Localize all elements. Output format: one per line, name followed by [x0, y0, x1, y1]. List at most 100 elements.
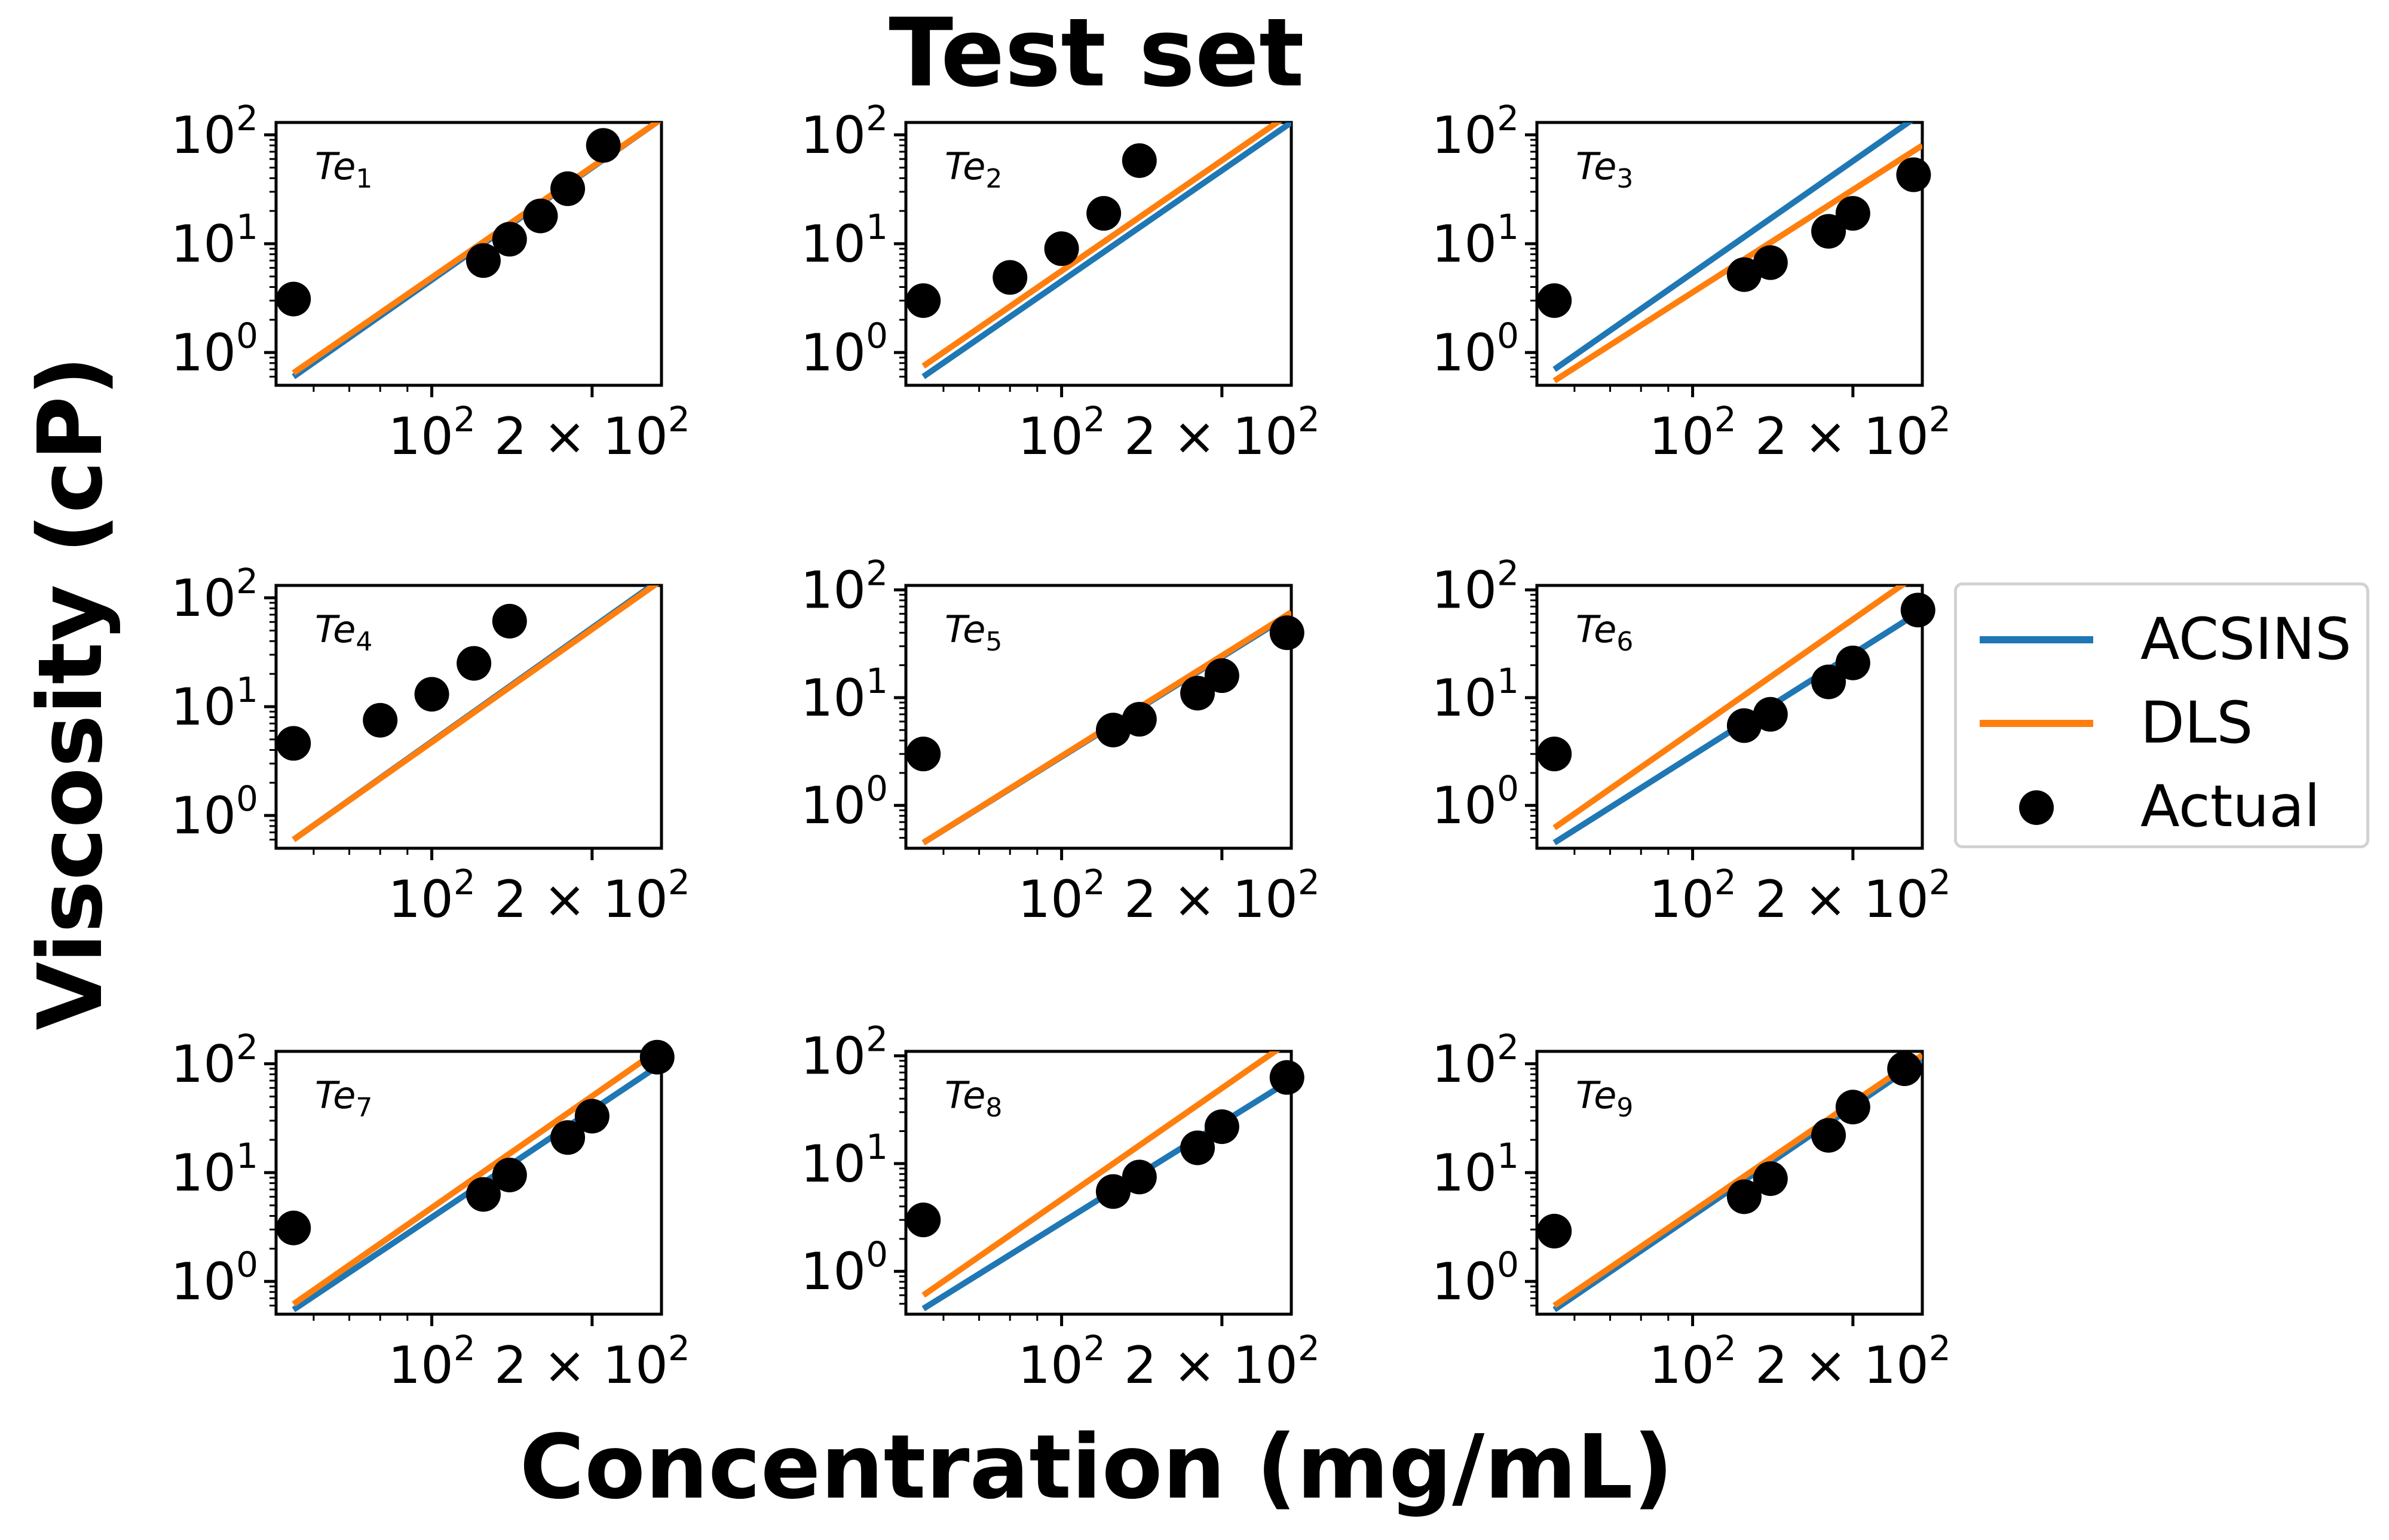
data-point-actual — [993, 260, 1028, 295]
y-tick-label: 101 — [801, 1127, 888, 1194]
x-tick-label: 2 × 102 — [494, 862, 690, 929]
data-point-actual — [276, 726, 311, 761]
x-tick-label: 102 — [1018, 399, 1105, 467]
data-point-actual — [457, 646, 492, 681]
x-tick-label: 102 — [1018, 1328, 1105, 1395]
data-point-actual — [1835, 1090, 1870, 1125]
legend: ACSINS DLS Actual — [1954, 582, 2369, 848]
data-point-actual — [1204, 1109, 1239, 1145]
data-point-actual — [1537, 283, 1572, 318]
y-tick-label: 102 — [801, 1019, 888, 1086]
data-point-actual — [1753, 1161, 1788, 1197]
y-axis-label: Viscosity (cP) — [19, 355, 122, 1030]
data-point-actual — [1269, 615, 1304, 651]
panel-label: Te7 — [315, 1073, 372, 1123]
x-tick-label: 102 — [1018, 862, 1105, 929]
data-point-actual — [1887, 1051, 1922, 1087]
x-tick-label: 2 × 102 — [494, 399, 690, 467]
data-point-actual — [1122, 143, 1157, 178]
data-point-actual — [906, 1202, 941, 1238]
x-tick-label: 102 — [1649, 862, 1736, 929]
x-tick-label: 102 — [1649, 399, 1736, 467]
y-tick-label: 102 — [801, 553, 888, 620]
x-tick-label: 2 × 102 — [1755, 862, 1951, 929]
series-line-dls — [921, 122, 1282, 369]
series-line-acsins — [921, 122, 1291, 379]
y-tick-label: 100 — [171, 315, 258, 383]
legend-swatch-acsins — [1980, 636, 2093, 643]
legend-label-dls: DLS — [2140, 689, 2253, 756]
data-point-actual — [1726, 1179, 1762, 1214]
data-point-actual — [465, 243, 501, 278]
legend-label-acsins: ACSINS — [2140, 606, 2352, 673]
data-point-actual — [1537, 737, 1572, 772]
y-tick-label: 101 — [1432, 1136, 1519, 1203]
x-tick-label: 2 × 102 — [1124, 1328, 1320, 1395]
data-point-actual — [1537, 1213, 1572, 1248]
y-tick-label: 100 — [801, 315, 888, 383]
y-tick-label: 101 — [801, 661, 888, 728]
x-tick-label: 102 — [388, 399, 475, 467]
panel-label: Te2 — [945, 145, 1002, 194]
x-tick-label: 102 — [388, 862, 475, 929]
y-tick-label: 100 — [171, 1244, 258, 1312]
data-point-actual — [574, 1099, 609, 1134]
x-tick-label: 2 × 102 — [1755, 1328, 1951, 1395]
data-point-actual — [906, 283, 941, 318]
data-point-actual — [1044, 231, 1079, 266]
subplot-te2: 100 101 102 102 2 × 102 Te2 — [801, 98, 1320, 467]
data-point-actual — [1095, 1174, 1131, 1209]
series-group — [292, 585, 660, 842]
data-point-actual — [550, 171, 586, 206]
figure-title: Test set — [889, 0, 1304, 108]
y-tick-label: 102 — [171, 1027, 258, 1094]
y-tick-label: 101 — [1432, 661, 1519, 728]
data-point-actual — [1269, 1060, 1304, 1095]
data-point-actual — [1835, 196, 1870, 231]
legend-swatch-actual — [2019, 790, 2054, 825]
y-tick-label: 100 — [1432, 1244, 1519, 1312]
y-tick-label: 100 — [801, 768, 888, 836]
data-point-actual — [1180, 1130, 1215, 1165]
series-line-dls — [1552, 585, 1907, 830]
y-tick-label: 102 — [171, 561, 258, 628]
data-point-actual — [1095, 713, 1131, 748]
legend-item-dls: DLS — [1957, 687, 2366, 759]
data-point-actual — [1122, 1159, 1157, 1195]
x-tick-label: 2 × 102 — [1124, 399, 1320, 467]
y-tick-label: 100 — [1432, 315, 1519, 383]
data-point-actual — [1122, 702, 1157, 737]
data-point-actual — [1811, 214, 1846, 249]
legend-item-actual: Actual — [1957, 771, 2366, 842]
x-tick-label: 102 — [1649, 1328, 1736, 1395]
data-point-actual — [1726, 708, 1762, 743]
data-point-actual — [1753, 245, 1788, 280]
data-point-actual — [492, 222, 527, 257]
y-tick-label: 102 — [1432, 553, 1519, 620]
data-point-actual — [414, 677, 449, 712]
y-tick-label: 102 — [1432, 1027, 1519, 1094]
y-tick-label: 101 — [171, 207, 258, 274]
y-tick-label: 102 — [171, 98, 258, 165]
x-axis-label: Concentration (mg/mL) — [519, 1416, 1674, 1518]
data-point-actual — [550, 1120, 586, 1155]
data-point-actual — [276, 1210, 311, 1246]
data-point-actual — [492, 603, 527, 639]
data-point-actual — [1811, 664, 1846, 700]
axes-frame — [1535, 121, 1924, 387]
y-tick-label: 102 — [1432, 98, 1519, 165]
series-line-dls — [292, 1051, 661, 1307]
y-tick-label: 101 — [171, 1136, 258, 1203]
data-point-actual — [1900, 593, 1935, 628]
y-tick-label: 100 — [171, 778, 258, 846]
y-tick-label: 101 — [1432, 207, 1519, 274]
series-line-dls — [292, 585, 660, 842]
data-point-actual — [465, 1177, 501, 1212]
legend-label-actual: Actual — [2140, 773, 2320, 840]
y-tick-label: 102 — [801, 98, 888, 165]
